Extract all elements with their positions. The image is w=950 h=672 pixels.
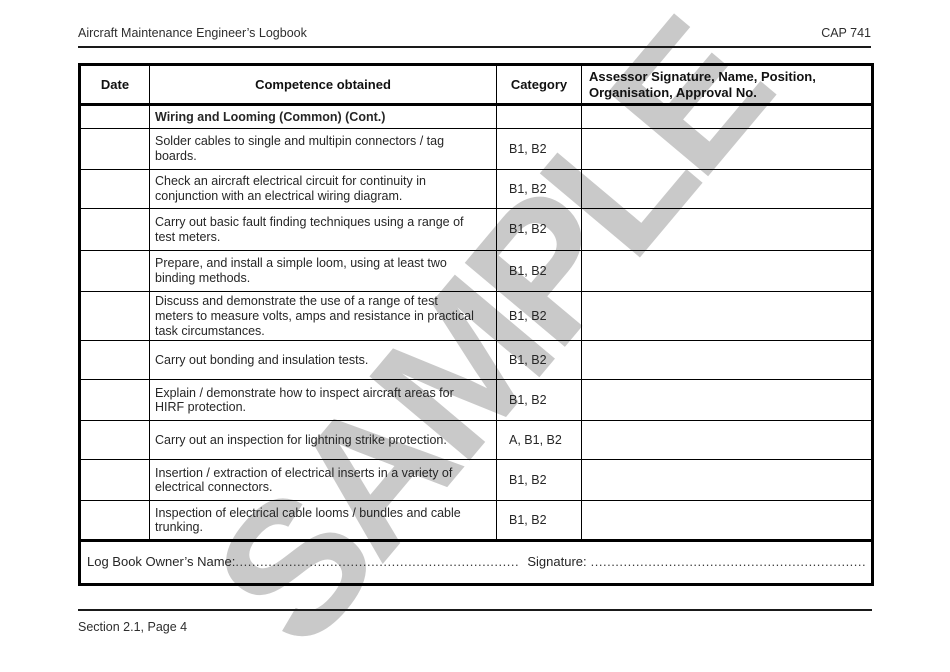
competence-cell: Carry out bonding and insulation tests.	[149, 340, 497, 381]
table-row: Prepare, and install a simple loom, usin…	[79, 250, 873, 292]
competence-cell: Carry out basic fault finding techniques…	[149, 208, 497, 251]
category-cell: B1, B2	[496, 379, 582, 422]
assessor-cell	[581, 250, 873, 292]
competence-cell: Discuss and demonstrate the use of a ran…	[149, 290, 497, 342]
date-cell	[79, 104, 150, 129]
table-row: Discuss and demonstrate the use of a ran…	[79, 290, 873, 342]
competence-cell: Insertion / extraction of electrical ins…	[149, 459, 497, 502]
competence-table: Date Competence obtained Category Assess…	[78, 63, 874, 587]
date-cell	[79, 500, 150, 542]
table-row: Insertion / extraction of electrical ins…	[79, 459, 873, 502]
category-cell: B1, B2	[496, 250, 582, 292]
assessor-cell	[581, 208, 873, 251]
table-row: Explain / demonstrate how to inspect air…	[79, 379, 873, 422]
signature-label: Signature:	[527, 554, 587, 570]
assessor-cell	[581, 379, 873, 422]
competence-cell: Check an aircraft electrical circuit for…	[149, 169, 497, 209]
assessor-cell	[581, 459, 873, 502]
competence-cell: Inspection of electrical cable looms / b…	[149, 500, 497, 542]
assessor-cell	[581, 500, 873, 542]
section-title: Wiring and Looming (Common) (Cont.)	[149, 104, 497, 129]
competence-cell: Prepare, and install a simple loom, usin…	[149, 250, 497, 292]
assessor-cell	[581, 340, 873, 381]
date-cell	[79, 340, 150, 381]
category-cell: B1, B2	[496, 290, 582, 342]
assessor-cell	[581, 420, 873, 461]
date-cell	[79, 459, 150, 502]
col-header-date: Date	[79, 64, 150, 106]
date-cell	[79, 169, 150, 209]
footer-rule	[78, 609, 872, 611]
competence-cell: Explain / demonstrate how to inspect air…	[149, 379, 497, 422]
owner-signature-cell: Log Book Owner’s Name: .................…	[79, 539, 873, 586]
table-row: Carry out an inspection for lightning st…	[79, 420, 873, 461]
assessor-cell	[581, 169, 873, 209]
category-cell: B1, B2	[496, 500, 582, 542]
category-cell: A, B1, B2	[496, 420, 582, 461]
date-cell	[79, 379, 150, 422]
table-row: Carry out basic fault finding techniques…	[79, 208, 873, 251]
table-row: Carry out bonding and insulation tests. …	[79, 340, 873, 381]
footer-page-label: Section 2.1, Page 4	[78, 620, 188, 634]
competence-cell: Solder cables to single and multipin con…	[149, 128, 497, 170]
category-cell: B1, B2	[496, 169, 582, 209]
category-cell: B1, B2	[496, 128, 582, 170]
header-title: Aircraft Maintenance Engineer’s Logbook	[78, 26, 307, 40]
header-doc-code: CAP 741	[821, 26, 871, 40]
col-header-competence: Competence obtained	[149, 64, 497, 106]
competence-cell: Carry out an inspection for lightning st…	[149, 420, 497, 461]
document-header: Aircraft Maintenance Engineer’s Logbook …	[78, 26, 871, 48]
assessor-cell	[581, 128, 873, 170]
assessor-cell	[581, 290, 873, 342]
category-cell: B1, B2	[496, 459, 582, 502]
date-cell	[79, 208, 150, 251]
table-row: Inspection of electrical cable looms / b…	[79, 500, 873, 542]
table-row: Solder cables to single and multipin con…	[79, 128, 873, 170]
category-cell: B1, B2	[496, 208, 582, 251]
owner-name-line: ........................................…	[235, 555, 519, 570]
assessor-cell	[581, 104, 873, 129]
category-cell: B1, B2	[496, 340, 582, 381]
table-header-row: Date Competence obtained Category Assess…	[79, 64, 873, 106]
col-header-category: Category	[496, 64, 582, 106]
table-row: Check an aircraft electrical circuit for…	[79, 169, 873, 209]
date-cell	[79, 128, 150, 170]
owner-signature-row: Log Book Owner’s Name: .................…	[79, 539, 873, 586]
date-cell	[79, 250, 150, 292]
owner-name-label: Log Book Owner’s Name:	[87, 554, 236, 570]
document-footer: Section 2.1, Page 4	[78, 609, 872, 636]
signature-line: ........................................…	[590, 555, 867, 570]
col-header-assessor: Assessor Signature, Name, Position, Orga…	[581, 64, 873, 106]
date-cell	[79, 420, 150, 461]
section-row: Wiring and Looming (Common) (Cont.)	[79, 104, 873, 129]
category-cell	[496, 104, 582, 129]
date-cell	[79, 290, 150, 342]
